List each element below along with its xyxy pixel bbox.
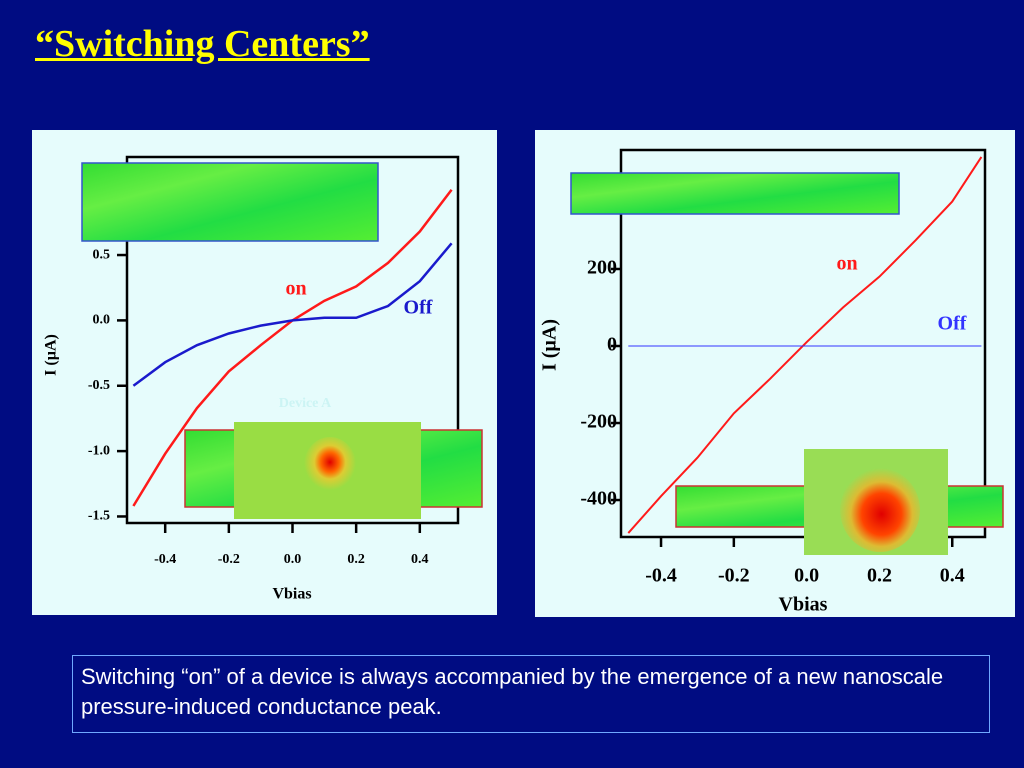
series-label: Off bbox=[404, 297, 433, 319]
annotation: Device A bbox=[279, 396, 332, 411]
series-label: Off bbox=[938, 313, 967, 335]
y-tick-label: -1.5 bbox=[88, 509, 110, 524]
y-tick-label: -400 bbox=[580, 488, 617, 510]
y-tick-label: -1.0 bbox=[88, 443, 110, 458]
y-axis-label: I (µA) bbox=[539, 319, 561, 371]
series-line bbox=[627, 156, 983, 534]
x-tick-label: -0.4 bbox=[154, 552, 176, 567]
y-tick-label: 0.0 bbox=[93, 313, 111, 328]
series-label: on bbox=[836, 253, 857, 275]
x-tick-label: 0.4 bbox=[411, 552, 429, 567]
y-tick-label: 200 bbox=[587, 257, 617, 279]
images bbox=[81, 162, 1004, 555]
image bbox=[570, 172, 900, 215]
image bbox=[81, 162, 379, 242]
y-tick-label: 0.5 bbox=[93, 247, 111, 262]
x-tick-label: -0.2 bbox=[218, 552, 240, 567]
x-tick-label: 0.2 bbox=[867, 565, 892, 587]
series-line bbox=[132, 242, 453, 387]
caption: Switching “on” of a device is always acc… bbox=[72, 655, 990, 733]
x-tick-label: -0.4 bbox=[645, 565, 677, 587]
series-label: on bbox=[285, 278, 306, 300]
image bbox=[840, 468, 920, 552]
x-tick-label: 0.0 bbox=[794, 565, 819, 587]
charts: 0.5 0.0 -0.5 -1.0 -1.5 -0.4 -0.2 0.0 0.2 0.4 Vbias… bbox=[32, 130, 1015, 617]
y-tick-label: 0 bbox=[607, 334, 617, 356]
x-axis-label: Vbias bbox=[779, 594, 828, 616]
image bbox=[304, 437, 356, 493]
x-tick-label: -0.2 bbox=[718, 565, 750, 587]
x-tick-label: 0.2 bbox=[347, 552, 365, 567]
x-tick-label: 0.4 bbox=[940, 565, 965, 587]
slide-title: “Switching Centers” bbox=[35, 23, 370, 65]
x-axis-label: Vbias bbox=[272, 586, 311, 603]
y-tick-label: -200 bbox=[580, 411, 617, 433]
y-tick-label: -0.5 bbox=[88, 378, 110, 393]
y-axis-label: I (µA) bbox=[43, 334, 60, 376]
x-tick-label: 0.0 bbox=[284, 552, 302, 567]
plots: 0.5 0.0 -0.5 -1.0 -1.5 -0.4 -0.2 0.0 0.2 0.4 Vbias… bbox=[43, 148, 987, 616]
plot-frame bbox=[619, 148, 987, 539]
